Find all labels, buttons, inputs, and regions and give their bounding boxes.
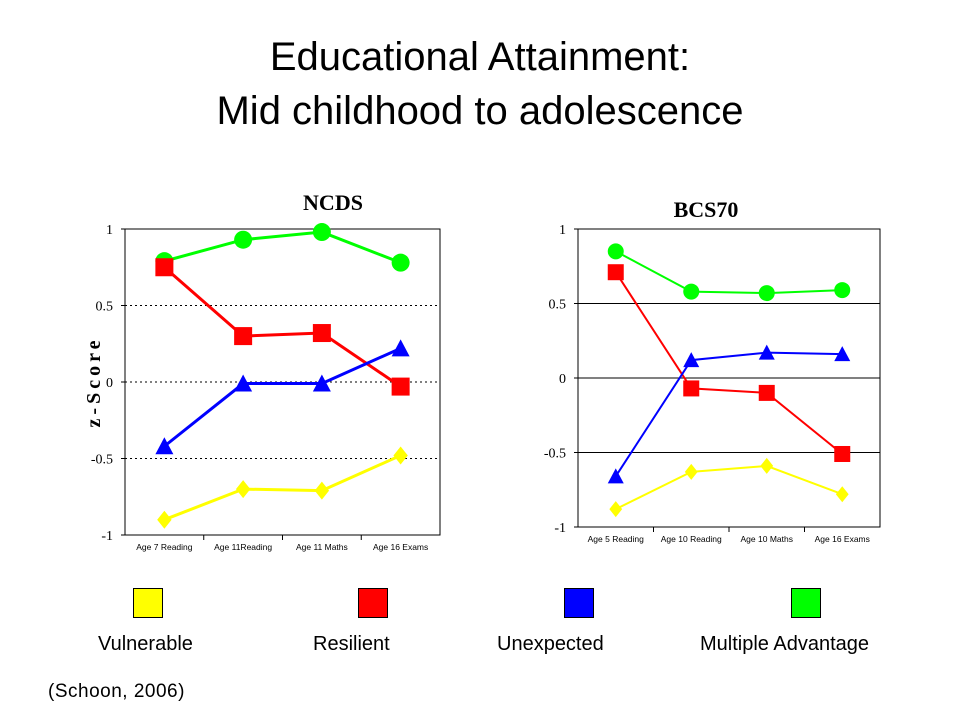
data-point-vulnerable bbox=[760, 457, 774, 474]
legend-label-resilient: Resilient bbox=[313, 633, 390, 655]
slide-title-line-2: Mid childhood to adolescence bbox=[216, 89, 744, 133]
data-point-resilient bbox=[683, 380, 700, 397]
y-tick-label: 0.5 bbox=[96, 300, 114, 315]
data-point-multiple-advantage bbox=[312, 223, 331, 242]
data-point-multiple-advantage bbox=[391, 253, 410, 272]
y-tick-label: -0.5 bbox=[544, 447, 566, 462]
series-line-resilient bbox=[163, 266, 402, 388]
data-point-resilient bbox=[234, 327, 253, 346]
series-multiple-advantage bbox=[155, 223, 410, 272]
y-tick-label: 1 bbox=[106, 223, 113, 238]
data-point-unexpected bbox=[234, 374, 253, 392]
data-point-vulnerable bbox=[314, 481, 330, 500]
data-point-resilient bbox=[834, 445, 851, 462]
series-multiple-advantage bbox=[607, 243, 851, 302]
series-unexpected bbox=[155, 339, 410, 455]
series-line-vulnerable bbox=[163, 454, 402, 522]
series-line-unexpected bbox=[614, 351, 843, 477]
x-tick-label: Age 11 Maths bbox=[296, 542, 348, 552]
data-point-multiple-advantage bbox=[683, 283, 700, 300]
data-point-vulnerable bbox=[393, 446, 408, 465]
chart-title: NCDS bbox=[303, 190, 363, 215]
citation: (Schoon, 2006) bbox=[48, 681, 185, 702]
data-point-multiple-advantage bbox=[234, 230, 253, 249]
data-point-resilient bbox=[758, 384, 775, 401]
data-point-unexpected bbox=[391, 339, 410, 357]
data-point-vulnerable bbox=[684, 463, 698, 480]
data-point-resilient bbox=[607, 264, 624, 281]
data-point-multiple-advantage bbox=[834, 282, 851, 299]
x-tick-label: Age 5 Reading bbox=[588, 534, 645, 544]
chart-bcs70: -1 -0.5 0 0.5 1 Age 5 Reading Age 10 Reading Ag… bbox=[544, 197, 881, 544]
data-point-unexpected bbox=[758, 344, 775, 360]
data-point-resilient bbox=[312, 324, 331, 343]
slide-title-line-1: Educational Attainment: bbox=[269, 35, 691, 79]
legend-swatch-multiple-advantage bbox=[791, 588, 821, 618]
data-point-unexpected bbox=[155, 437, 174, 455]
chart-title: BCS70 bbox=[674, 197, 739, 222]
series-line-vulnerable bbox=[615, 464, 843, 511]
series-line-multiple-advantage bbox=[163, 230, 402, 265]
y-tick-label: -1 bbox=[554, 521, 566, 536]
data-point-unexpected bbox=[683, 352, 700, 368]
series-vulnerable bbox=[609, 457, 849, 518]
series-vulnerable bbox=[157, 446, 408, 529]
data-point-vulnerable bbox=[157, 510, 172, 529]
data-point-resilient bbox=[391, 377, 410, 396]
y-tick-label: 0.5 bbox=[549, 298, 567, 313]
x-tick-label: Age 10 Maths bbox=[741, 534, 793, 544]
data-point-unexpected bbox=[607, 468, 624, 484]
data-point-unexpected bbox=[312, 374, 331, 392]
x-tick-label: Age 11Reading bbox=[214, 542, 272, 552]
x-tick-label: Age 7 Reading bbox=[136, 542, 193, 552]
legend-label-multiple-advantage: Multiple Advantage bbox=[700, 633, 870, 655]
series-line-multiple-advantage bbox=[615, 250, 843, 295]
y-tick-label: 1 bbox=[559, 223, 566, 238]
legend-swatch-vulnerable bbox=[133, 588, 163, 618]
data-point-resilient bbox=[155, 258, 174, 277]
data-point-multiple-advantage bbox=[758, 285, 775, 302]
legend-label-unexpected: Unexpected bbox=[497, 633, 604, 655]
y-axis-label: z-Score bbox=[83, 337, 105, 428]
data-point-vulnerable bbox=[609, 501, 623, 518]
y-tick-label: -0.5 bbox=[91, 453, 113, 468]
y-tick-label: 0 bbox=[559, 372, 566, 387]
slide-title: Educational Attainment: Mid childhood to… bbox=[0, 30, 960, 138]
x-tick-label: Age 16 Exams bbox=[815, 534, 870, 544]
chart-ncds: -1 -0.5 0 0.5 1 Age 7 Reading Age 11Reading Age… bbox=[83, 190, 441, 552]
x-tick-label: Age 10 Reading bbox=[661, 534, 722, 544]
series-line-resilient bbox=[614, 271, 843, 455]
series-resilient bbox=[155, 258, 410, 396]
legend-label-vulnerable: Vulnerable bbox=[98, 633, 193, 655]
data-point-unexpected bbox=[834, 346, 851, 362]
x-tick-label: Age 16 Exams bbox=[373, 542, 428, 552]
series-line-unexpected bbox=[163, 346, 402, 448]
legend-swatch-resilient bbox=[358, 588, 388, 618]
legend-swatch-unexpected bbox=[564, 588, 594, 618]
series-resilient bbox=[607, 264, 851, 462]
data-point-vulnerable bbox=[235, 480, 251, 499]
data-point-vulnerable bbox=[835, 486, 849, 503]
data-point-multiple-advantage bbox=[607, 243, 624, 260]
y-tick-label: -1 bbox=[101, 529, 113, 544]
y-tick-label: 0 bbox=[106, 376, 113, 391]
series-unexpected bbox=[607, 344, 851, 484]
